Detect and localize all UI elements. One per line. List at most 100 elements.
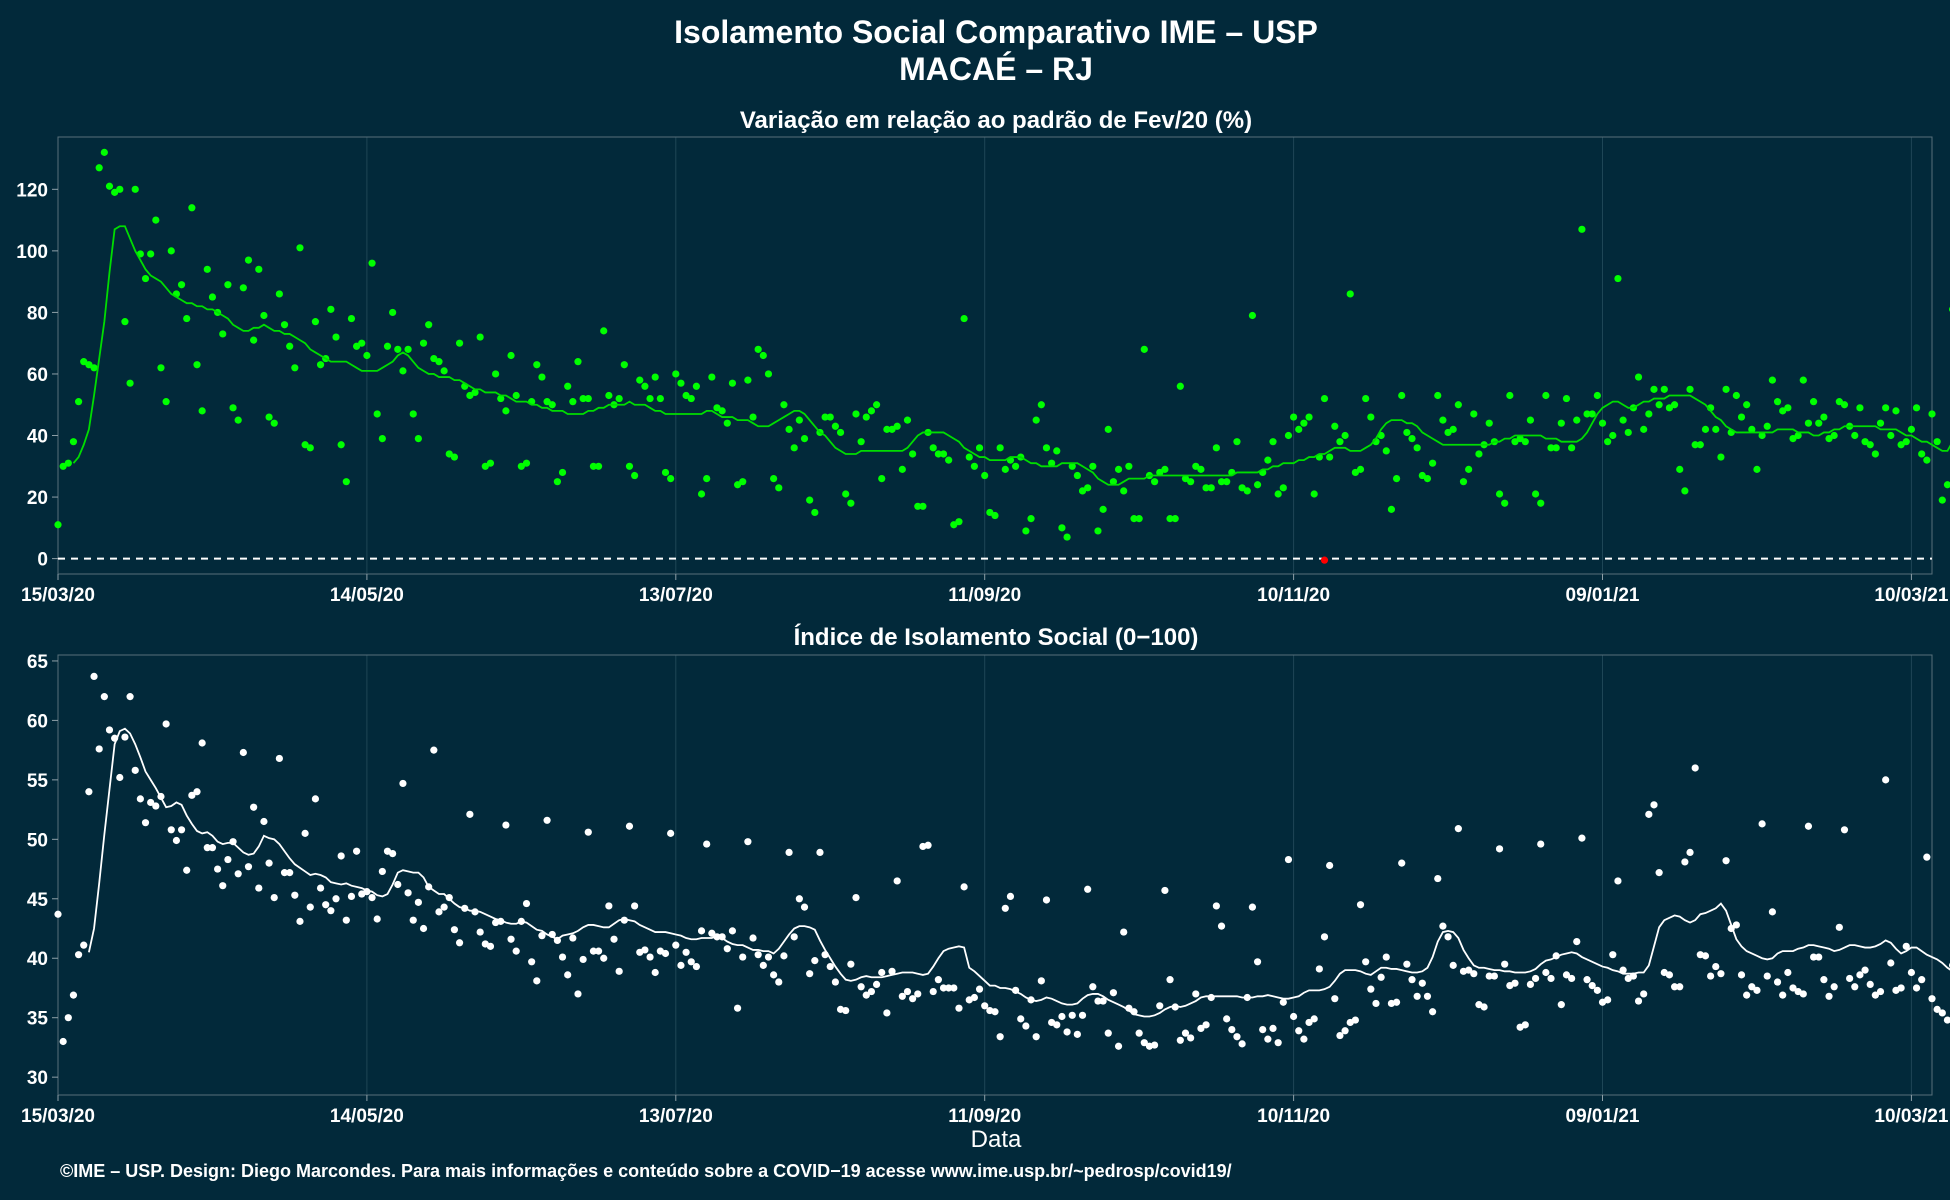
data-point [1320, 394, 1329, 403]
data-point [1593, 986, 1601, 994]
data-point [955, 518, 963, 526]
data-point [728, 927, 737, 935]
data-point [136, 795, 144, 803]
data-point [615, 967, 623, 975]
data-point [1351, 1016, 1359, 1024]
data-point [1295, 425, 1303, 433]
data-point [1511, 979, 1519, 987]
data-point [152, 216, 160, 224]
data-point [450, 926, 459, 934]
data-point [1434, 874, 1442, 883]
data-point [1331, 422, 1339, 430]
data-point [600, 327, 608, 335]
data-point [852, 410, 860, 418]
y-tick-label-2: 40 [27, 427, 48, 448]
data-point [183, 866, 191, 874]
data-point [1707, 972, 1715, 980]
data-point [1382, 953, 1390, 961]
data-point [383, 342, 392, 350]
data-point [821, 413, 829, 421]
data-point [1120, 928, 1128, 936]
data-point [1017, 1015, 1025, 1023]
data-point [332, 333, 340, 341]
data-point [131, 185, 139, 193]
data-point [692, 382, 701, 390]
data-point [486, 942, 495, 950]
data-point [1856, 404, 1864, 412]
data-point [589, 947, 598, 955]
data-point [919, 502, 927, 510]
data-point [1269, 1024, 1277, 1033]
data-point [455, 939, 464, 947]
data-point [208, 293, 217, 301]
data-point [770, 475, 778, 483]
data-point [152, 802, 160, 810]
data-point [177, 281, 186, 289]
moving-average-line [72, 225, 1950, 486]
data-point [234, 870, 242, 878]
data-point [1084, 484, 1092, 492]
data-point [1923, 456, 1931, 464]
data-point [208, 844, 217, 852]
data-point [409, 916, 417, 924]
data-point [703, 840, 711, 848]
data-point [1197, 465, 1205, 473]
data-point [1820, 413, 1828, 421]
data-point [697, 927, 706, 935]
data-point [1768, 376, 1776, 384]
data-point [1907, 425, 1916, 433]
data-point [332, 895, 340, 903]
data-point [1135, 1029, 1143, 1037]
data-point [1490, 972, 1498, 980]
data-point [862, 413, 870, 421]
data-point [806, 496, 814, 504]
data-point [672, 941, 680, 949]
data-point [162, 398, 170, 406]
data-point [1573, 416, 1581, 424]
data-point [389, 849, 397, 858]
data-point [1820, 976, 1828, 984]
data-point [105, 726, 114, 734]
data-point [1058, 1012, 1066, 1021]
data-point [404, 345, 412, 353]
data-point [842, 1006, 850, 1015]
data-point [1053, 447, 1061, 455]
data-point [229, 404, 237, 412]
data-point [1609, 431, 1617, 440]
data-point [1480, 1003, 1488, 1011]
data-point [1470, 970, 1478, 978]
data-point [306, 903, 314, 911]
data-point [759, 351, 767, 360]
data-point [1300, 419, 1308, 427]
data-point [1557, 1001, 1565, 1009]
data-point [1568, 444, 1576, 452]
data-point [831, 422, 840, 430]
data-point [121, 733, 129, 741]
data-point [1506, 391, 1514, 400]
data-point [507, 935, 515, 943]
data-point [1686, 385, 1694, 393]
data-point [1799, 990, 1807, 998]
data-point [1058, 524, 1066, 532]
data-point [368, 893, 376, 902]
data-point [1624, 428, 1632, 437]
data-point [1151, 1041, 1159, 1049]
data-point [991, 1008, 999, 1016]
data-point [1104, 1029, 1112, 1037]
data-point [867, 987, 876, 996]
data-point [394, 880, 402, 889]
data-point [1887, 431, 1895, 440]
data-point [1712, 425, 1720, 433]
data-point [270, 893, 278, 902]
data-point [1722, 857, 1730, 865]
data-point [909, 450, 917, 458]
data-point [1789, 984, 1797, 992]
data-point [1120, 487, 1128, 495]
data-point [1712, 962, 1720, 971]
data-point [749, 413, 757, 421]
data-point [754, 951, 762, 959]
data-point [255, 265, 263, 273]
data-point [1084, 885, 1092, 893]
data-point [1295, 1027, 1303, 1035]
data-point [651, 373, 659, 381]
